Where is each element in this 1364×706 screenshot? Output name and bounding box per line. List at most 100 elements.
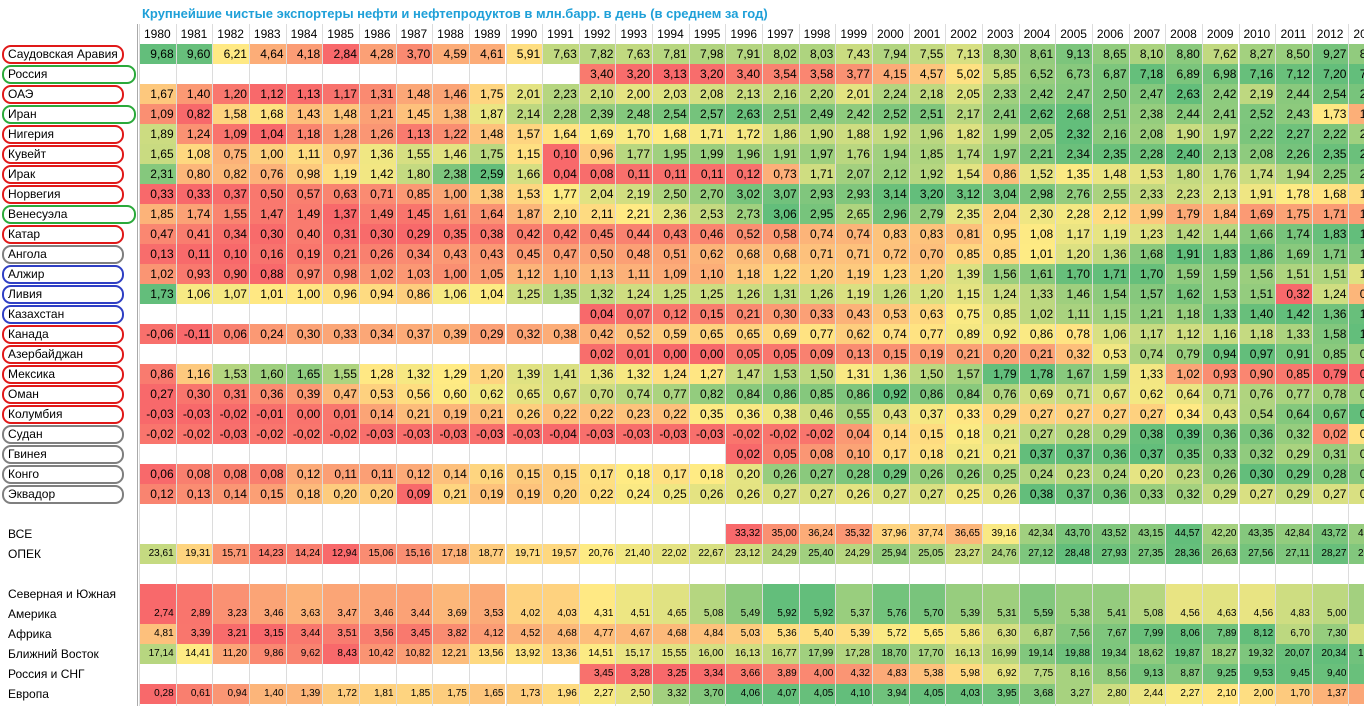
year-header[interactable]: 1986 — [363, 27, 391, 41]
value-cell[interactable]: 0,42 — [505, 224, 543, 244]
value-cell[interactable]: 1,15 — [945, 284, 982, 304]
value-cell[interactable]: 1,66 — [505, 164, 543, 184]
value-cell[interactable]: 0,31 — [212, 384, 249, 404]
value-cell[interactable]: 9,60 — [175, 44, 213, 64]
value-cell[interactable]: 4,31 — [578, 604, 616, 624]
value-cell[interactable]: 43,70 — [1055, 524, 1092, 544]
value-cell[interactable]: 0,13 — [139, 244, 176, 264]
value-cell[interactable]: 0,86 — [395, 284, 433, 304]
value-cell[interactable]: 1,83 — [1311, 224, 1349, 244]
value-cell[interactable]: 1,67 — [139, 84, 176, 104]
value-cell[interactable]: 0,27 — [1128, 404, 1166, 424]
value-cell[interactable]: 3,95 — [981, 684, 1019, 704]
value-cell[interactable]: 0,33 — [1128, 484, 1166, 504]
value-cell[interactable]: 0,23 — [1165, 464, 1202, 484]
value-cell[interactable] — [542, 664, 579, 684]
value-cell[interactable]: 19,32 — [1238, 644, 1276, 664]
value-cell[interactable]: 2,52 — [1238, 104, 1276, 124]
value-cell[interactable]: 2,21 — [1018, 144, 1056, 164]
value-cell[interactable]: 1,17 — [1055, 224, 1092, 244]
value-cell[interactable]: 26,92 — [1348, 544, 1364, 564]
value-cell[interactable]: 0,14 — [432, 464, 469, 484]
value-cell[interactable]: 1,55 — [212, 204, 249, 224]
value-cell[interactable]: 1,17 — [1128, 324, 1166, 344]
value-cell[interactable]: 2,44 — [1165, 104, 1202, 124]
value-cell[interactable]: 1,12 — [1165, 324, 1202, 344]
value-cell[interactable]: 4,02 — [505, 604, 543, 624]
value-cell[interactable]: 0,38 — [468, 224, 506, 244]
value-cell[interactable]: 0,07 — [615, 304, 653, 324]
value-cell[interactable]: 0,86 — [1018, 324, 1056, 344]
value-cell[interactable]: 2,01 — [835, 84, 872, 104]
value-cell[interactable]: 0,10 — [835, 444, 872, 464]
value-cell[interactable]: 0,47 — [542, 244, 579, 264]
value-cell[interactable]: 0,97 — [322, 144, 359, 164]
country-name[interactable]: Гвинея — [8, 447, 47, 461]
value-cell[interactable]: 7,98 — [688, 44, 726, 64]
value-cell[interactable]: 2,19 — [615, 184, 653, 204]
country-name[interactable]: Эквадор — [8, 487, 56, 501]
value-cell[interactable] — [286, 444, 323, 464]
value-cell[interactable]: 1,11 — [1055, 304, 1092, 324]
value-cell[interactable]: 2,03 — [652, 84, 689, 104]
value-cell[interactable]: -0,03 — [139, 404, 176, 424]
value-cell[interactable]: 3,89 — [762, 664, 799, 684]
value-cell[interactable]: 1,53 — [762, 364, 799, 384]
value-cell[interactable]: 1,38 — [1348, 264, 1364, 284]
value-cell[interactable]: 2,51 — [1091, 104, 1129, 124]
value-cell[interactable] — [249, 64, 286, 84]
value-cell[interactable]: 9,86 — [248, 644, 286, 664]
value-cell[interactable]: 5,02 — [945, 64, 982, 84]
value-cell[interactable]: 0,51 — [652, 244, 689, 264]
value-cell[interactable]: 19,79 — [1348, 644, 1364, 664]
value-cell[interactable]: 4,18 — [285, 44, 323, 64]
value-cell[interactable]: -0,03 — [212, 424, 249, 444]
value-cell[interactable]: 1,53 — [1201, 284, 1239, 304]
country-name[interactable]: Казахстан — [8, 307, 65, 321]
value-cell[interactable] — [469, 524, 506, 544]
value-cell[interactable]: 0,74 — [1348, 284, 1364, 304]
value-cell[interactable]: 1,72 — [322, 684, 359, 704]
value-cell[interactable]: 2,10 — [578, 84, 616, 104]
value-cell[interactable]: 3,44 — [395, 604, 433, 624]
value-cell[interactable] — [396, 304, 433, 324]
value-cell[interactable]: 1,43 — [285, 104, 323, 124]
value-cell[interactable]: 3,20 — [615, 64, 653, 84]
value-cell[interactable]: 1,97 — [798, 144, 836, 164]
value-cell[interactable]: 0,46 — [798, 404, 836, 424]
value-cell[interactable]: 0,01 — [322, 404, 359, 424]
value-cell[interactable]: 1,09 — [139, 104, 176, 124]
value-cell[interactable]: 2,54 — [652, 104, 689, 124]
value-cell[interactable]: 1,71 — [688, 124, 726, 144]
value-cell[interactable]: 2,00 — [1238, 684, 1276, 704]
value-cell[interactable]: 0,16 — [248, 244, 286, 264]
value-cell[interactable]: 4,84 — [688, 624, 726, 644]
value-cell[interactable]: 0,34 — [358, 324, 396, 344]
year-header[interactable]: 1981 — [180, 27, 208, 41]
value-cell[interactable]: 7,21 — [1348, 64, 1364, 84]
country-name[interactable]: Колумбия — [8, 407, 63, 421]
value-cell[interactable] — [212, 304, 249, 324]
value-cell[interactable]: 4,83 — [1275, 604, 1312, 624]
value-cell[interactable]: 2,13 — [1201, 184, 1239, 204]
value-cell[interactable]: 1,47 — [725, 364, 763, 384]
value-cell[interactable]: 2,16 — [1091, 124, 1129, 144]
value-cell[interactable]: 4,03 — [542, 604, 579, 624]
value-cell[interactable]: 1,37 — [322, 204, 359, 224]
value-cell[interactable]: 28,48 — [1055, 544, 1092, 564]
value-cell[interactable]: 0,81 — [945, 224, 982, 244]
value-cell[interactable]: 8,65 — [1091, 44, 1129, 64]
value-cell[interactable]: 0,29 — [1275, 464, 1312, 484]
value-cell[interactable]: 2,62 — [1018, 104, 1056, 124]
value-cell[interactable]: 1,65 — [468, 684, 506, 704]
value-cell[interactable]: 2,76 — [1055, 184, 1092, 204]
value-cell[interactable]: 1,69 — [1238, 204, 1276, 224]
value-cell[interactable]: 2,28 — [1055, 204, 1092, 224]
value-cell[interactable] — [396, 344, 433, 364]
value-cell[interactable]: 3,45 — [578, 664, 616, 684]
value-cell[interactable]: 3,23 — [212, 604, 249, 624]
value-cell[interactable]: 0,28 — [1055, 424, 1092, 444]
value-cell[interactable]: 17,18 — [432, 544, 469, 564]
value-cell[interactable] — [286, 664, 323, 684]
value-cell[interactable]: 0,15 — [505, 464, 543, 484]
